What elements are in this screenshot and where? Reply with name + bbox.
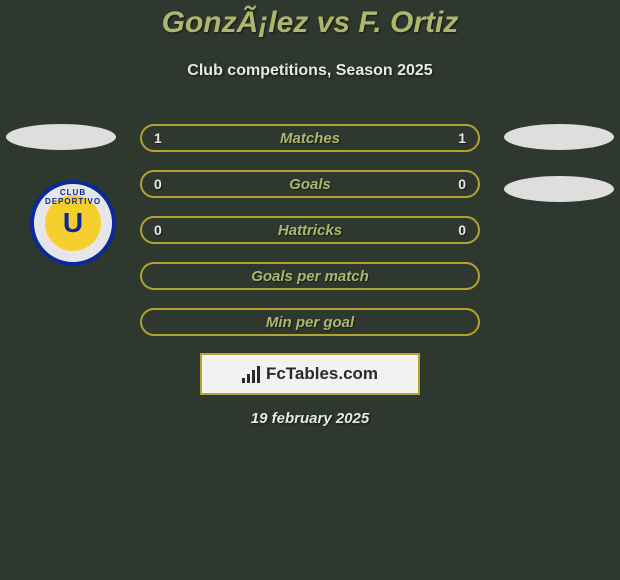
stat-row-min-per-goal: Min per goal (140, 308, 480, 336)
stat-left-value: 0 (154, 176, 162, 192)
stat-label: Goals (289, 176, 331, 193)
stat-label: Hattricks (278, 222, 342, 239)
page-title: GonzÃ¡lez vs F. Ortiz (0, 6, 620, 40)
stat-row-goals: 0 Goals 0 (140, 170, 480, 198)
player-left-pill-1 (6, 124, 116, 150)
brand-text: FcTables.com (266, 364, 378, 384)
stat-label: Goals per match (251, 268, 369, 285)
stat-right-value: 0 (458, 222, 466, 238)
date-line: 19 february 2025 (0, 410, 620, 427)
club-badge: CLUB DEPORTIVO U (30, 180, 116, 266)
stat-right-value: 1 (458, 130, 466, 146)
stat-label: Min per goal (266, 314, 354, 331)
stat-row-goals-per-match: Goals per match (140, 262, 480, 290)
club-badge-outer: CLUB DEPORTIVO U (30, 180, 116, 266)
player-right-pill-1 (504, 124, 614, 150)
comparison-infographic: GonzÃ¡lez vs F. Ortiz Club competitions,… (0, 0, 620, 580)
club-badge-arc-text: CLUB DEPORTIVO (34, 188, 112, 206)
bars-icon (242, 365, 260, 383)
stat-label: Matches (280, 130, 340, 147)
stat-right-value: 0 (458, 176, 466, 192)
page-subtitle: Club competitions, Season 2025 (0, 62, 620, 80)
stat-left-value: 1 (154, 130, 162, 146)
player-right-pill-2 (504, 176, 614, 202)
stat-row-matches: 1 Matches 1 (140, 124, 480, 152)
stat-row-hattricks: 0 Hattricks 0 (140, 216, 480, 244)
club-badge-letter: U (63, 207, 83, 239)
brand-box: FcTables.com (200, 353, 420, 395)
stat-left-value: 0 (154, 222, 162, 238)
